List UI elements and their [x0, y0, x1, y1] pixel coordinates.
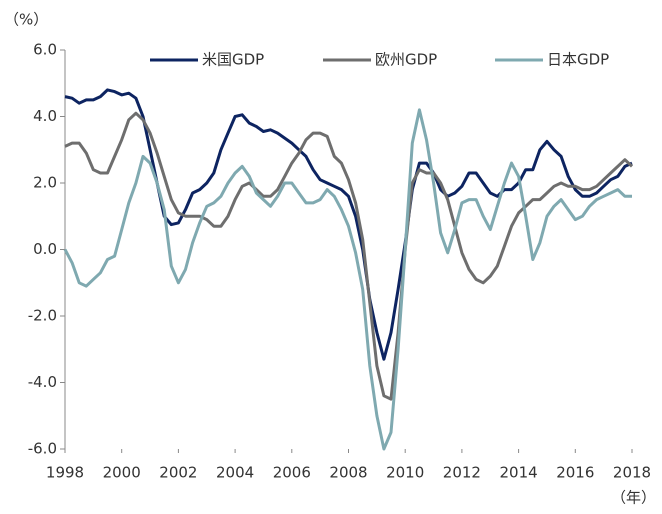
y-tick-label: -2.0 — [28, 307, 57, 325]
y-tick-label: 0.0 — [33, 240, 57, 258]
x-tick-label: 2008 — [329, 464, 367, 482]
y-axis-label: （%） — [4, 11, 48, 29]
x-tick-label: 2010 — [386, 464, 424, 482]
x-tick-label: 2004 — [216, 464, 254, 482]
series-line — [63, 108, 632, 451]
x-tick-label: 2014 — [500, 464, 538, 482]
x-axis-label: （年） — [611, 489, 656, 507]
series-line — [64, 111, 634, 401]
legend-label: 米国GDP — [202, 51, 264, 69]
y-tick-label: 2.0 — [33, 174, 57, 192]
legend-label: 日本GDP — [547, 51, 609, 69]
x-tick-label: 2002 — [159, 464, 197, 482]
x-tick-label: 2012 — [443, 464, 481, 482]
x-tick-label: 2006 — [273, 464, 311, 482]
x-tick-label: 2018 — [613, 464, 651, 482]
y-tick-label: 6.0 — [33, 41, 57, 59]
legend-label: 欧州GDP — [375, 51, 437, 69]
y-tick-label: -4.0 — [28, 373, 57, 391]
x-tick-label: 2000 — [103, 464, 141, 482]
y-tick-label: 4.0 — [33, 107, 57, 125]
x-tick-label: 2016 — [556, 464, 594, 482]
y-tick-label: -6.0 — [28, 440, 57, 458]
x-tick-label: 1998 — [46, 464, 84, 482]
